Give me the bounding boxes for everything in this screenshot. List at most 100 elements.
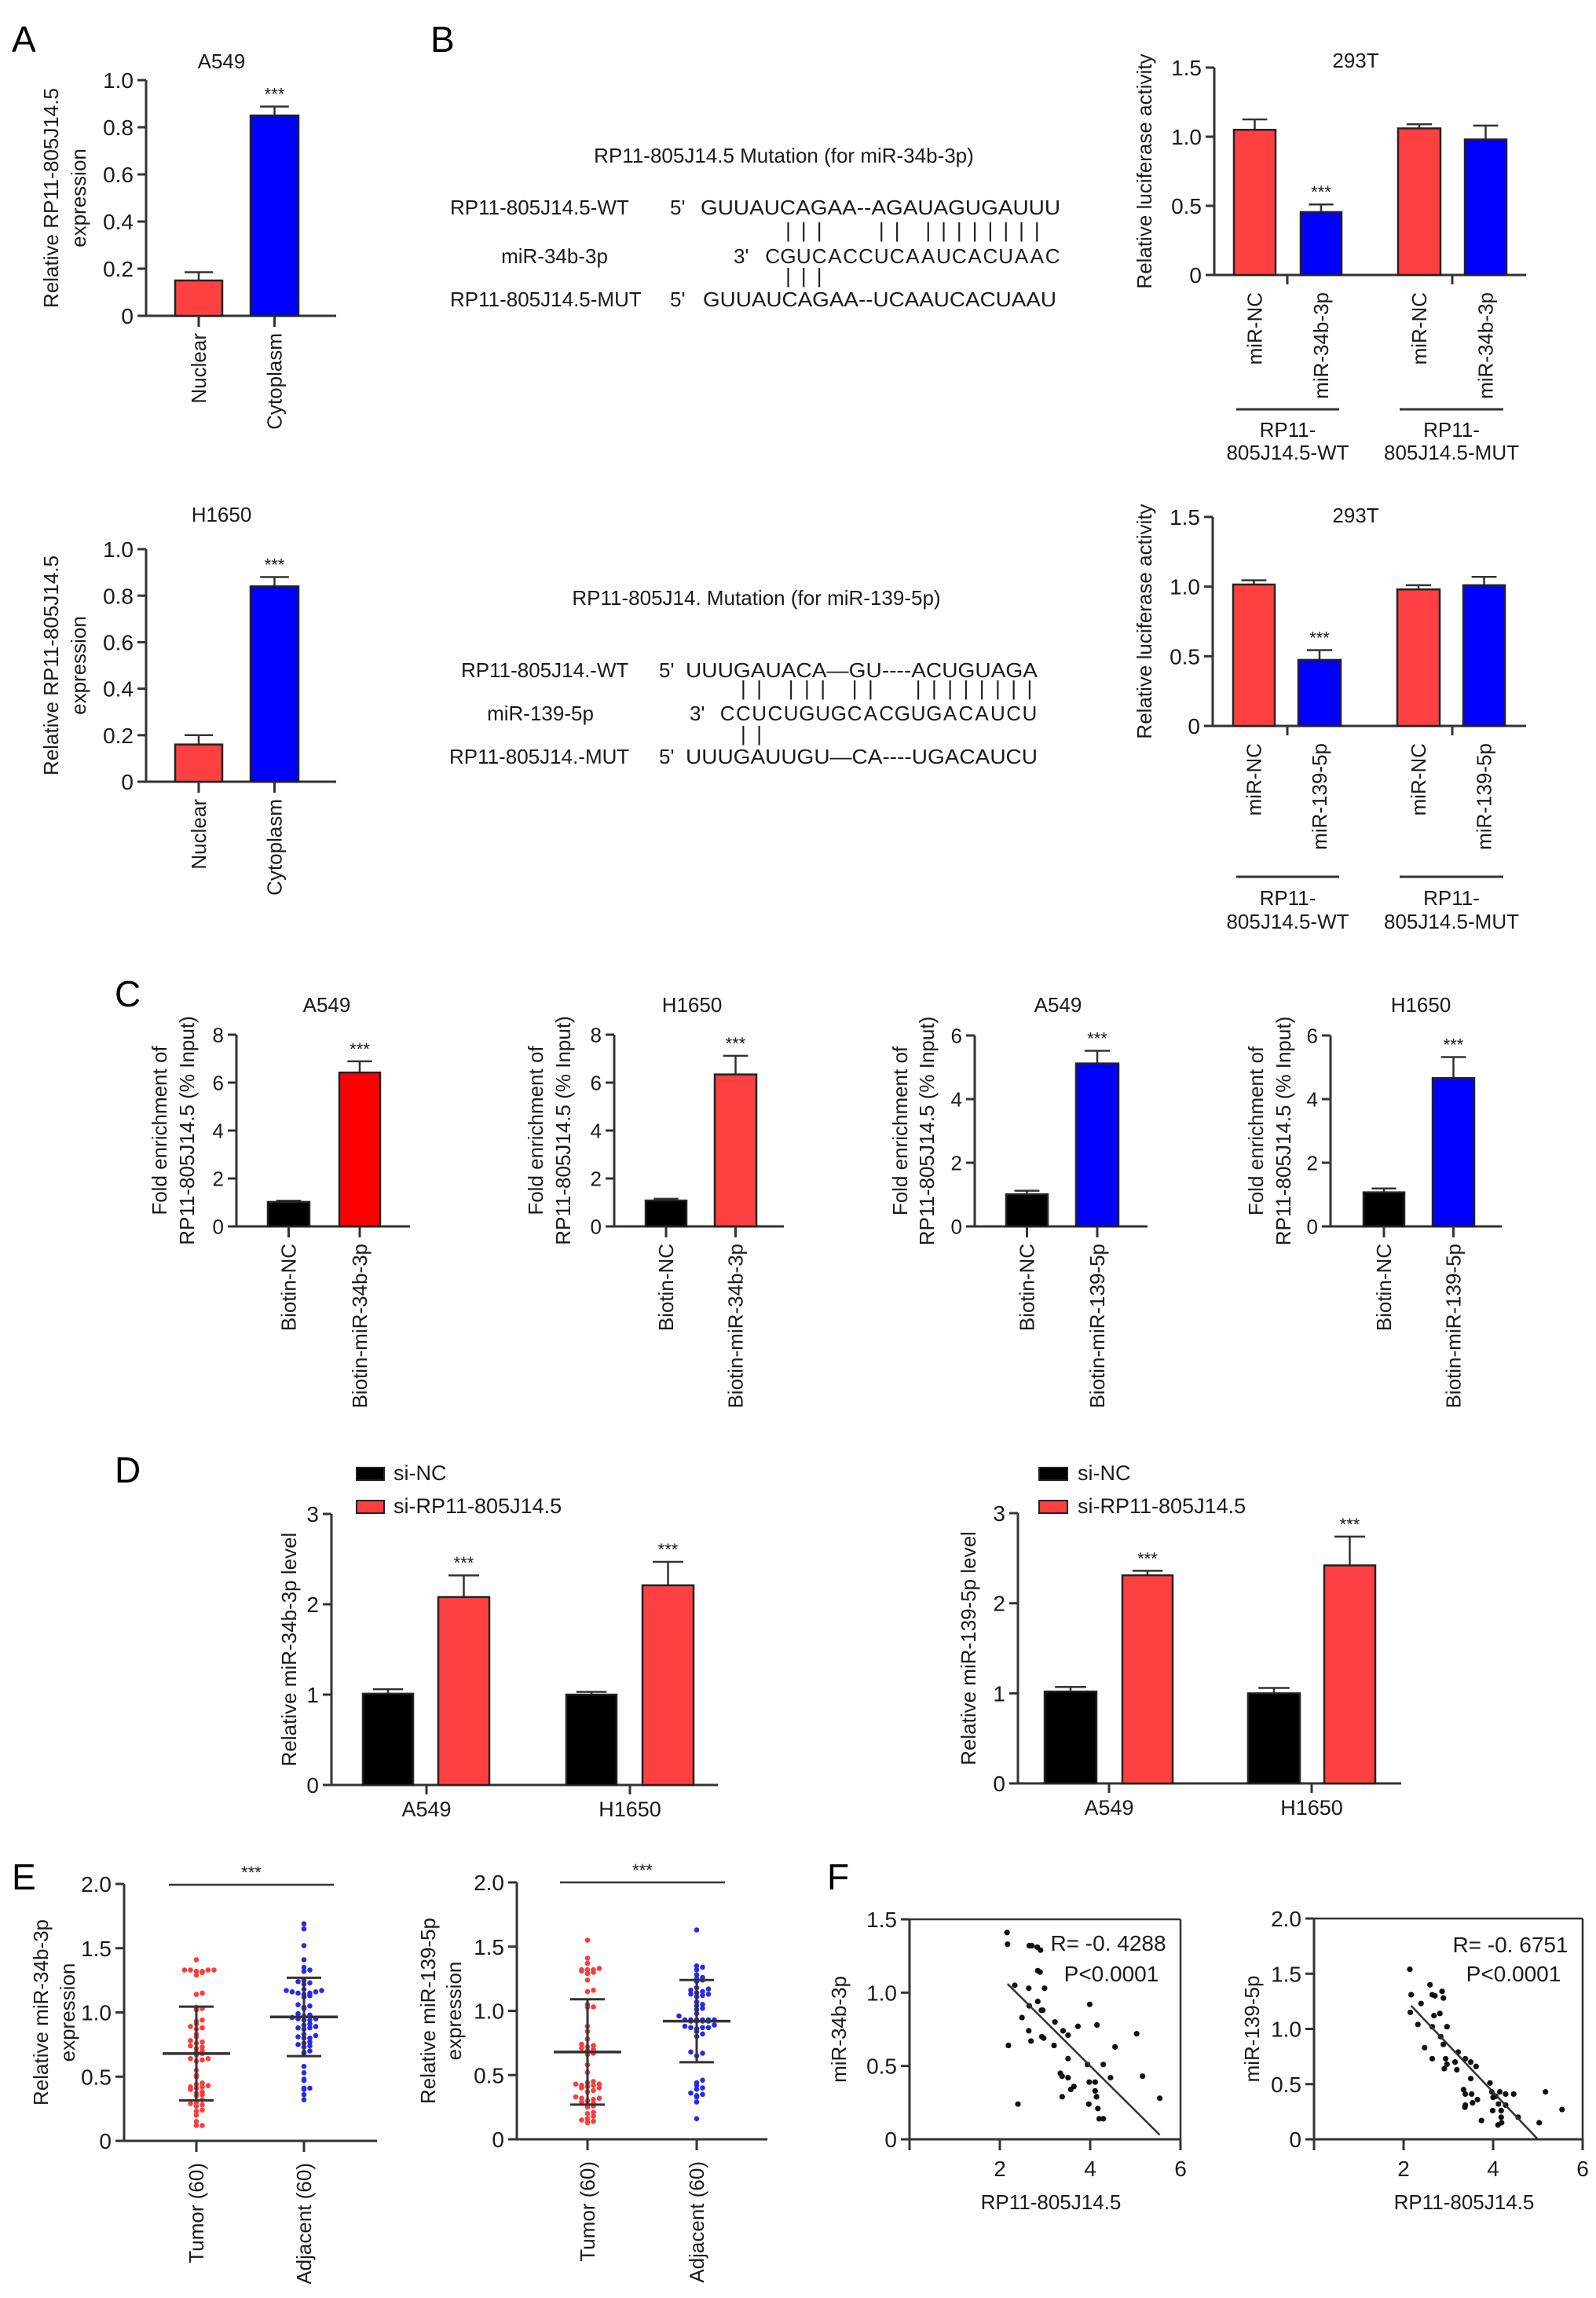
data-point bbox=[694, 1966, 700, 1973]
data-point bbox=[1107, 2075, 1114, 2081]
y-tick-label: 1 bbox=[306, 1683, 319, 1707]
correlation-r-value: R= -0. 4288 bbox=[1050, 1931, 1166, 1955]
five-prime-label: 5' bbox=[670, 288, 685, 311]
data-point bbox=[319, 1988, 324, 1994]
data-point bbox=[584, 1955, 591, 1961]
data-point bbox=[1498, 2107, 1504, 2114]
data-point bbox=[1478, 2117, 1484, 2124]
data-point bbox=[1041, 1985, 1048, 1992]
y-tick-label: 0 bbox=[1188, 714, 1200, 739]
data-point bbox=[1498, 2114, 1504, 2120]
bar bbox=[1323, 1564, 1377, 1785]
bar bbox=[1246, 1692, 1301, 1785]
five-prime-label: 5' bbox=[659, 658, 674, 682]
data-point bbox=[1012, 1982, 1018, 1988]
y-tick-label: 4 bbox=[951, 1087, 962, 1111]
data-point bbox=[301, 1968, 307, 1974]
data-point bbox=[591, 1988, 596, 1993]
x-axis-label: RP11-805J14.5 bbox=[1394, 2190, 1535, 2214]
data-point bbox=[307, 2018, 313, 2023]
data-point bbox=[700, 1988, 705, 1995]
data-point bbox=[591, 2113, 596, 2119]
y-axis-label: expression bbox=[56, 1963, 79, 2062]
data-point bbox=[1100, 2116, 1107, 2122]
x-tick-label: Adjacent (60) bbox=[292, 2163, 316, 2285]
y-axis-label: expression bbox=[67, 616, 90, 715]
y-axis-label: Fold enrichment of bbox=[888, 1046, 912, 1215]
data-point bbox=[205, 1967, 211, 1973]
y-axis-label: RP11-805J14.5 (% Input) bbox=[175, 1016, 199, 1244]
data-point bbox=[301, 1921, 307, 1926]
bar bbox=[1463, 138, 1508, 277]
y-tick-label: 4 bbox=[1307, 1087, 1318, 1111]
data-point bbox=[1467, 2076, 1474, 2082]
data-point bbox=[700, 2091, 705, 2098]
y-tick-label: 0 bbox=[99, 2129, 112, 2153]
data-point bbox=[688, 1991, 694, 1997]
data-point bbox=[193, 2103, 200, 2109]
legend-label: si-NC bbox=[1078, 1461, 1131, 1485]
x-tick-label: Biotin-miR-139-5p bbox=[1442, 1244, 1466, 1409]
data-point bbox=[584, 2120, 591, 2126]
data-point bbox=[596, 2081, 602, 2087]
data-point bbox=[1496, 2088, 1503, 2095]
data-point bbox=[1086, 2079, 1093, 2085]
data-point bbox=[1489, 2107, 1496, 2114]
data-point bbox=[193, 2109, 200, 2114]
data-point bbox=[307, 2025, 313, 2031]
x-tick-label: 2 bbox=[1397, 2157, 1410, 2181]
data-point bbox=[301, 1943, 307, 1948]
x-tick-label: 2 bbox=[994, 2157, 1006, 2181]
mut-label: RP11-805J14.5-MUT bbox=[450, 288, 642, 311]
data-point bbox=[289, 1989, 295, 1995]
y-tick-label: 2 bbox=[951, 1151, 962, 1175]
y-tick-label: 1 bbox=[993, 1681, 1005, 1706]
data-point bbox=[1440, 1995, 1447, 2001]
x-tick-label: Adjacent (60) bbox=[685, 2161, 708, 2283]
y-tick-label: 6 bbox=[591, 1071, 602, 1094]
data-point bbox=[1074, 2023, 1082, 2029]
data-point bbox=[1004, 1930, 1010, 1936]
bar bbox=[361, 1692, 415, 1787]
data-point bbox=[579, 2041, 584, 2047]
three-prime-label: 3' bbox=[734, 244, 749, 268]
data-point bbox=[307, 2043, 313, 2049]
data-point bbox=[1415, 2021, 1421, 2028]
data-point bbox=[1092, 2079, 1098, 2085]
data-point bbox=[313, 2024, 319, 2029]
data-point bbox=[694, 2099, 700, 2105]
data-point bbox=[596, 1966, 602, 1971]
group-label: RP11- bbox=[1260, 886, 1316, 910]
data-point bbox=[579, 2099, 584, 2105]
base-pairing-top: ||| || |||||||| bbox=[770, 218, 1056, 242]
data-point bbox=[579, 2117, 584, 2123]
three-prime-label: 3' bbox=[690, 702, 705, 725]
y-tick-label: 2.0 bbox=[1271, 1907, 1301, 1931]
data-point bbox=[1429, 2055, 1436, 2062]
y-axis-label: miR-34b-3p bbox=[827, 1976, 851, 2083]
data-point bbox=[596, 2085, 602, 2091]
data-point bbox=[676, 2013, 682, 2019]
bar bbox=[1396, 127, 1442, 277]
data-point bbox=[1038, 1947, 1044, 1953]
y-tick-label: 4 bbox=[213, 1119, 224, 1142]
y-tick-label: 1.0 bbox=[1170, 575, 1200, 599]
data-point bbox=[307, 1980, 313, 1986]
data-point bbox=[1093, 2094, 1100, 2100]
data-point bbox=[694, 1972, 700, 1978]
data-point bbox=[700, 1964, 705, 1970]
wt-label: RP11-805J14.5-WT bbox=[450, 196, 629, 219]
data-point bbox=[200, 2089, 205, 2095]
data-point bbox=[1536, 2120, 1543, 2126]
bar bbox=[644, 1199, 688, 1228]
alignment-title: RP11-805J14.5 Mutation (for miR-34b-3p) bbox=[594, 144, 974, 167]
bar bbox=[1299, 211, 1343, 277]
data-point bbox=[301, 1926, 307, 1932]
y-tick-label: 0 bbox=[591, 1215, 602, 1238]
y-tick-label: 0 bbox=[492, 2128, 504, 2152]
data-point bbox=[188, 2084, 193, 2090]
data-point bbox=[584, 1977, 591, 1983]
data-point bbox=[1495, 2101, 1502, 2107]
bar bbox=[1074, 1062, 1120, 1228]
correlation-p-value: P<0.0001 bbox=[1064, 1962, 1159, 1986]
